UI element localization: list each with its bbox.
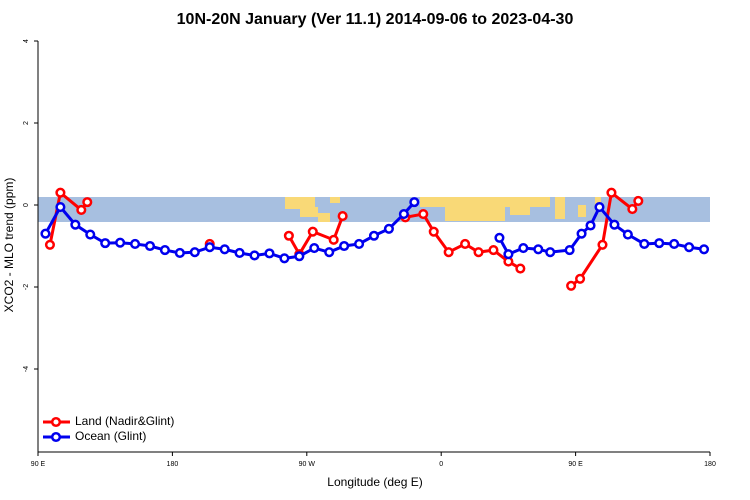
- point: [307, 226, 318, 237]
- point: [204, 242, 215, 253]
- point: [70, 219, 81, 230]
- point: [564, 245, 575, 256]
- point: [76, 204, 87, 215]
- point: [575, 273, 586, 284]
- point: [545, 247, 556, 258]
- map-land: [300, 207, 318, 217]
- point: [100, 238, 111, 249]
- point: [622, 229, 633, 240]
- point: [597, 239, 608, 250]
- point: [473, 247, 484, 258]
- point: [515, 263, 526, 274]
- point: [627, 204, 638, 215]
- point: [698, 244, 710, 255]
- point: [639, 238, 650, 249]
- point: [85, 229, 96, 240]
- point: [44, 239, 55, 250]
- point: [368, 230, 380, 241]
- point: [518, 243, 529, 254]
- point: [494, 232, 505, 243]
- point: [669, 238, 680, 249]
- point: [460, 238, 471, 249]
- x-tick-label: 0: [439, 461, 443, 468]
- point: [82, 197, 93, 208]
- x-tick-label: 90 W: [299, 461, 316, 468]
- point: [309, 243, 320, 254]
- x-tick-label: 180: [167, 461, 179, 468]
- map-land: [595, 197, 601, 205]
- point: [283, 230, 294, 241]
- point: [55, 202, 66, 213]
- point: [55, 187, 66, 198]
- point: [328, 234, 339, 245]
- point: [594, 202, 605, 213]
- point: [609, 219, 620, 230]
- map-land: [578, 205, 586, 217]
- point: [219, 244, 230, 255]
- point: [533, 244, 544, 255]
- point: [189, 247, 200, 258]
- x-tick-label: 180: [704, 461, 716, 468]
- y-tick-label: -2: [23, 284, 30, 290]
- legend-marker: [50, 431, 62, 443]
- x-axis-label: Longitude (deg E): [327, 475, 422, 489]
- point: [566, 280, 577, 291]
- point: [585, 220, 596, 231]
- point: [279, 253, 290, 264]
- point: [130, 238, 141, 249]
- point: [337, 211, 348, 222]
- y-tick-label: 4: [23, 39, 30, 43]
- point: [428, 226, 439, 237]
- point: [576, 228, 587, 239]
- legend-marker: [50, 416, 62, 428]
- x-tick-label: 90 E: [568, 461, 583, 468]
- map-land: [510, 207, 530, 215]
- x-tick-label: 90 E: [31, 461, 46, 468]
- point: [684, 242, 695, 253]
- point: [488, 245, 499, 256]
- map-land: [420, 197, 550, 207]
- point: [398, 208, 409, 220]
- point: [606, 187, 617, 198]
- point: [339, 240, 350, 252]
- point: [354, 238, 365, 249]
- point: [654, 238, 665, 249]
- point: [633, 195, 644, 206]
- point: [383, 223, 394, 234]
- y-axis-label: XCO2 - MLO trend (ppm): [2, 178, 16, 313]
- point: [294, 251, 305, 262]
- legend-label: Ocean (Glint): [75, 429, 146, 443]
- legend-label: Land (Nadir&Glint): [75, 414, 174, 428]
- y-tick-label: 0: [23, 203, 30, 207]
- point: [503, 249, 514, 260]
- map-land: [330, 197, 340, 203]
- y-tick-label: -4: [23, 366, 30, 372]
- y-tick-label: 2: [23, 121, 30, 125]
- point: [443, 247, 454, 258]
- point: [409, 197, 420, 208]
- point: [159, 245, 170, 256]
- point: [40, 228, 51, 239]
- point: [324, 247, 335, 258]
- point: [234, 247, 245, 259]
- point: [249, 250, 260, 261]
- point: [264, 248, 275, 259]
- point: [418, 208, 429, 220]
- point: [174, 247, 185, 259]
- map-land: [318, 213, 330, 222]
- map-land: [285, 197, 315, 209]
- map-land: [555, 197, 565, 219]
- map-land: [445, 207, 505, 221]
- chart-title: 10N-20N January (Ver 11.1) 2014-09-06 to…: [177, 11, 574, 28]
- point: [115, 237, 126, 248]
- point: [144, 240, 156, 252]
